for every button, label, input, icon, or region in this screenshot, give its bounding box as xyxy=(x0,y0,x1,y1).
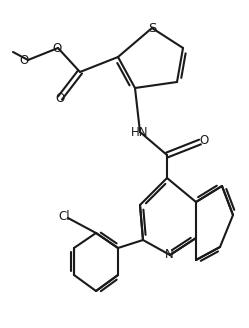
Text: Cl: Cl xyxy=(58,210,70,222)
Text: O: O xyxy=(52,42,62,54)
Text: O: O xyxy=(55,92,65,105)
Text: N: N xyxy=(165,249,173,261)
Text: S: S xyxy=(148,22,156,34)
Text: O: O xyxy=(199,133,209,147)
Text: HN: HN xyxy=(131,126,149,138)
Text: O: O xyxy=(19,53,29,67)
